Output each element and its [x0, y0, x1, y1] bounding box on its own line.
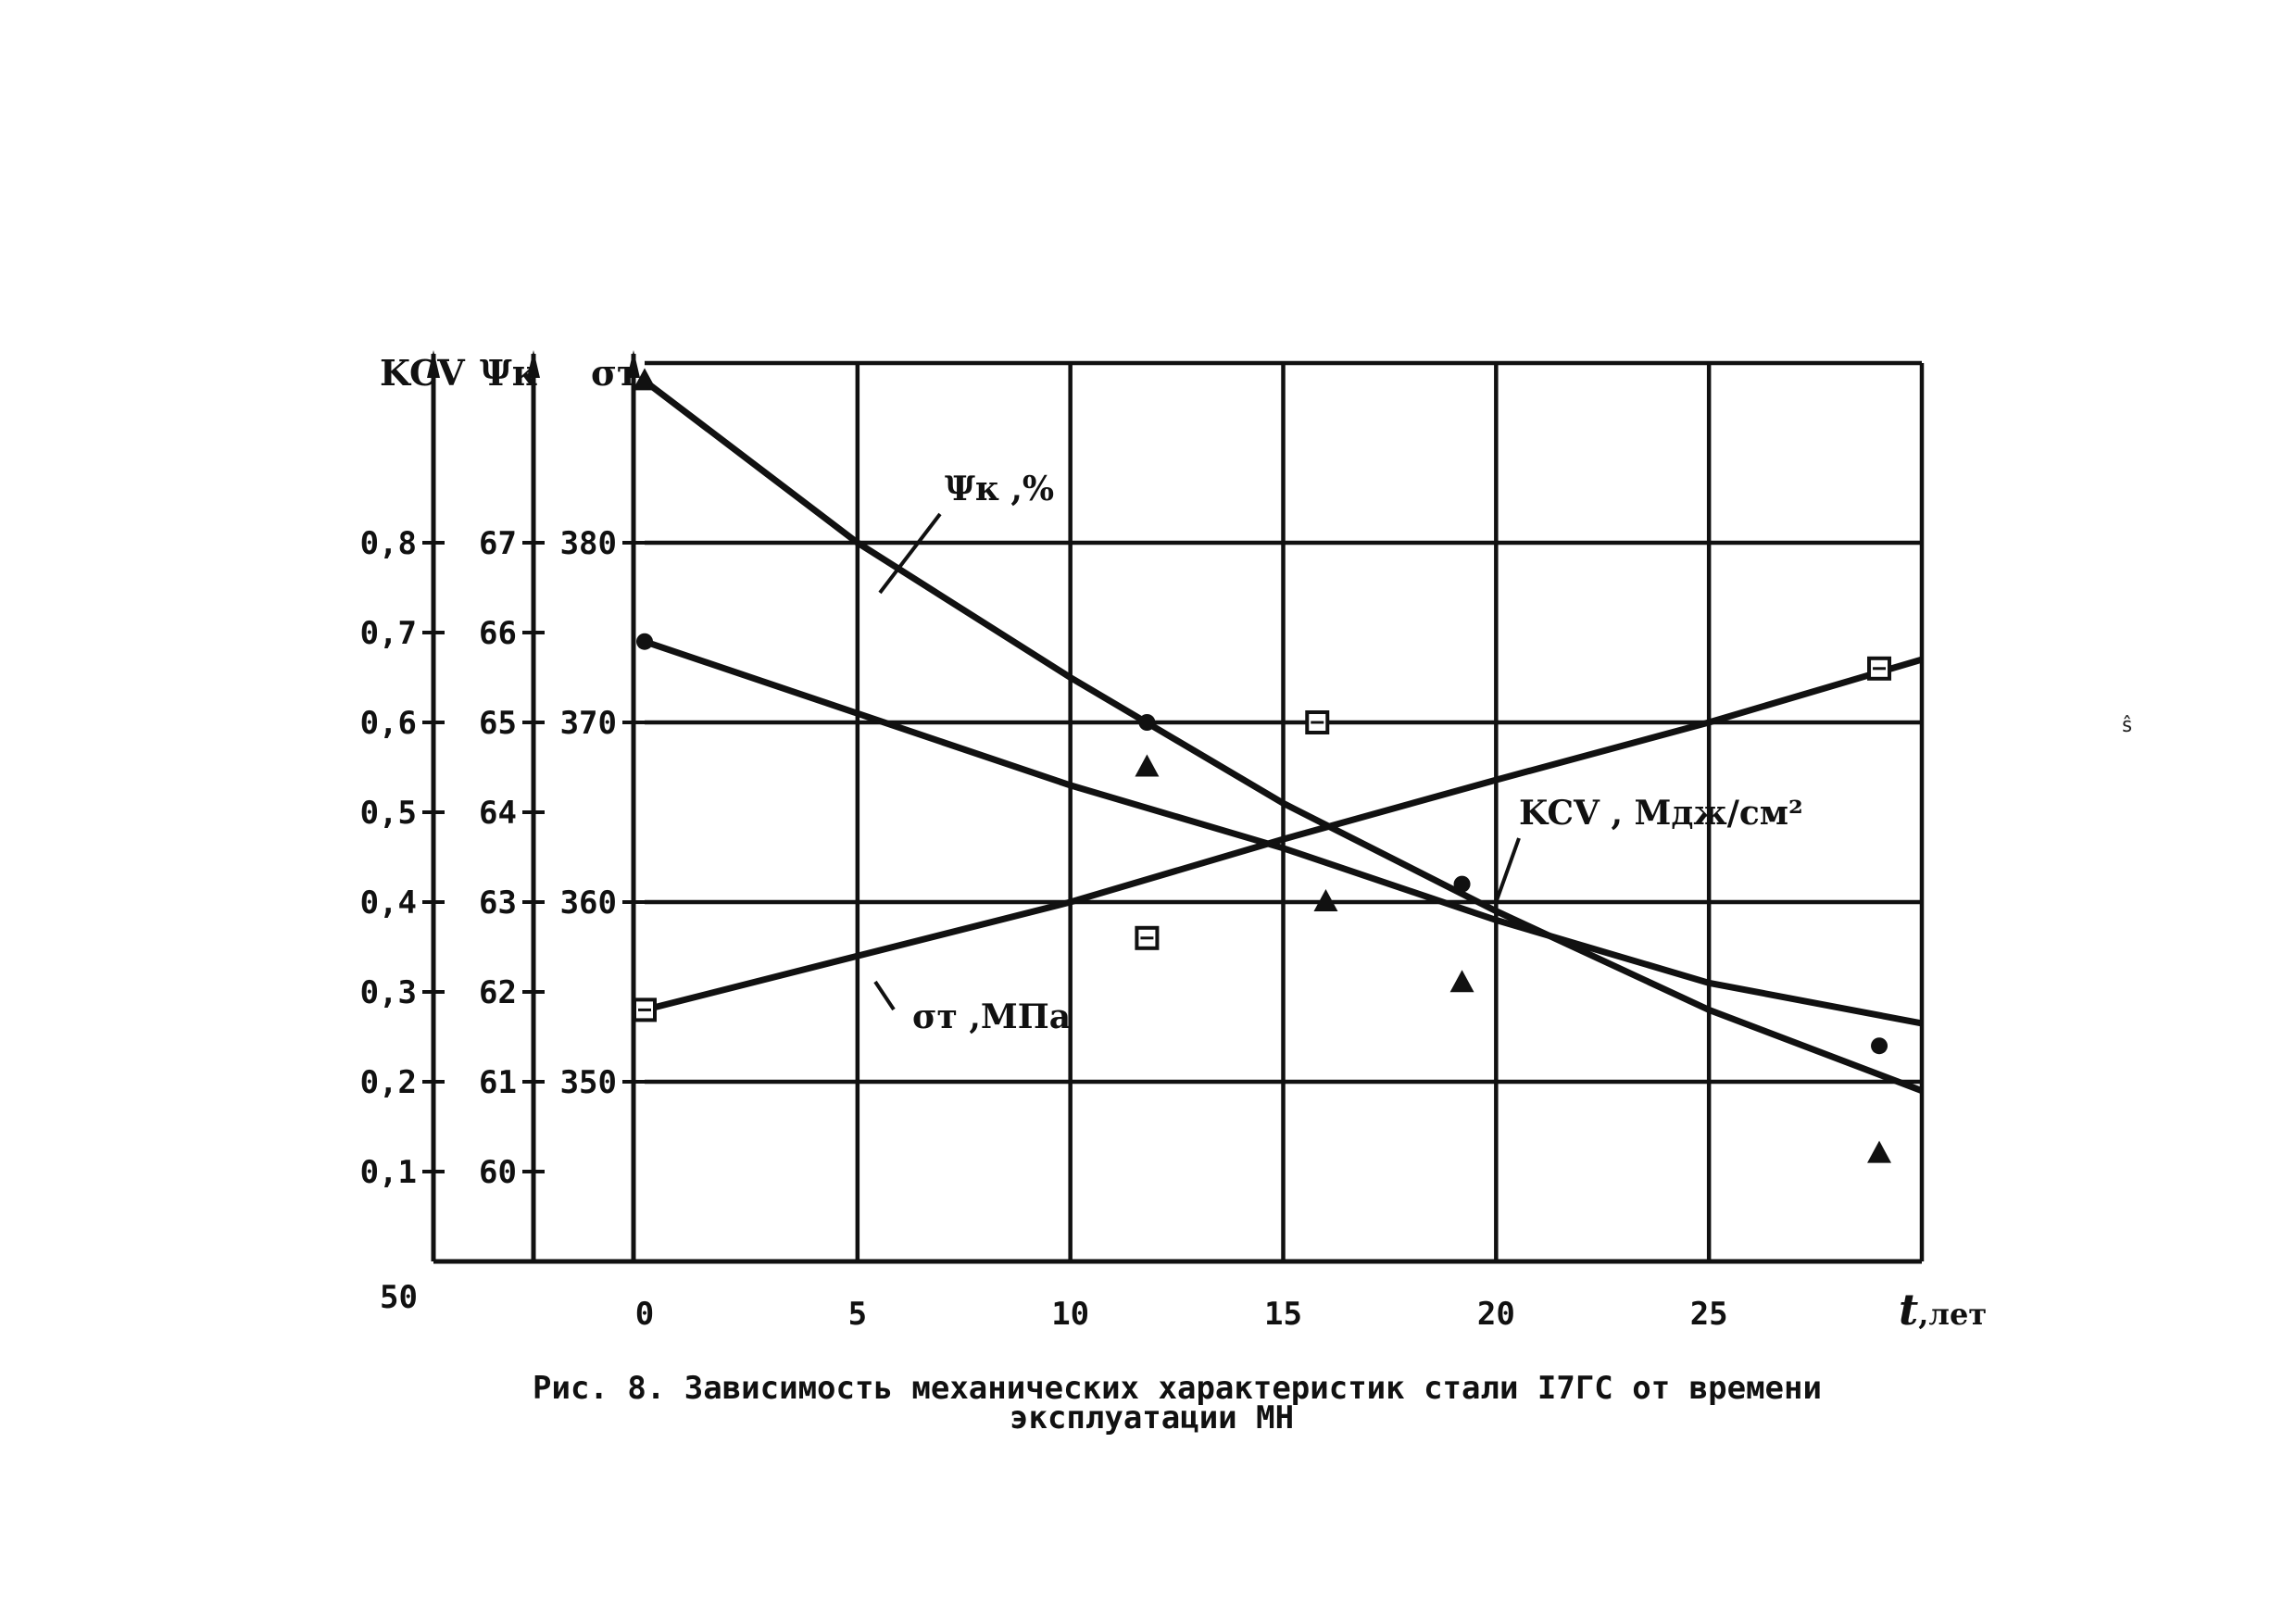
leader-line-sigma — [873, 980, 896, 1011]
kcv-tick-label: 0,2 — [360, 1064, 417, 1101]
kcv-tick-label: 0,7 — [360, 615, 417, 652]
psi-axis-arrow — [527, 350, 540, 378]
psi-axis-title: Ψк — [480, 352, 537, 394]
psi-tick-label: 61 — [479, 1064, 517, 1101]
data-point-circle — [1453, 875, 1471, 893]
kcv-axis-arrow — [427, 350, 440, 378]
psi-tick-label: 64 — [479, 795, 517, 832]
sigma-tick-label: 350 — [560, 1064, 617, 1101]
series-line-psi — [642, 378, 1924, 1094]
kcv-axis-title: KCV — [380, 352, 466, 394]
x-tick-label: 15 — [1264, 1296, 1302, 1333]
x-tick-label: 0 — [635, 1296, 654, 1333]
psi-tick-label: 60 — [479, 1154, 517, 1191]
data-point-circle — [636, 633, 653, 650]
x-tick-label: 10 — [1051, 1296, 1089, 1333]
x-tick-label: 20 — [1477, 1296, 1515, 1333]
series-label-psi: Ψк ,% — [945, 470, 1054, 508]
data-point-triangle — [1313, 889, 1338, 911]
caption-line-2: эксплуатации МН — [1010, 1399, 1294, 1436]
psi-tick-label: 65 — [479, 705, 517, 742]
psi-tick-label: 66 — [479, 615, 517, 652]
data-point-triangle — [1867, 1140, 1892, 1163]
caption-line-1: Рис. 8. Зависимость механических характе… — [533, 1370, 1822, 1407]
x-tick-label: 5 — [848, 1296, 867, 1333]
sigma-tick-label: 370 — [560, 705, 617, 742]
leader-line-kcv — [1494, 837, 1521, 904]
kcv-tick-label: 0,5 — [360, 795, 417, 832]
axes — [422, 350, 645, 1261]
labels: KCV 0,1 0,2 0,3 0,4 0,5 0,6 0,7 0,8 Ψк 60 61 62 63 64 6… — [360, 352, 1988, 1335]
kcv-tick-label: 0,6 — [360, 705, 417, 742]
psi-tick-label: 63 — [479, 884, 517, 922]
data-point-triangle — [1449, 970, 1474, 993]
sigma-axis-title: σт — [591, 352, 639, 394]
sigma-tick-label: 380 — [560, 525, 617, 562]
series-line-kcv — [643, 638, 1923, 1027]
kcv-tick-label: 0,1 — [360, 1154, 417, 1191]
data-point-triangle — [633, 368, 657, 391]
kcv-tick-label: 0,8 — [360, 525, 417, 562]
series-line-sigma — [644, 656, 1923, 1013]
series-label-sigma: σт ,МПа — [912, 997, 1071, 1036]
leader-line-psi — [878, 512, 942, 595]
series-group — [633, 368, 1924, 1163]
psi-tick-label: 67 — [479, 525, 517, 562]
x-tick-label: 25 — [1690, 1296, 1728, 1333]
x-axis-title: t,лет — [1899, 1285, 1987, 1335]
data-point-triangle — [1135, 754, 1160, 777]
kcv-tick-label: 0,4 — [360, 884, 417, 922]
sigma-axis-arrow — [627, 350, 640, 378]
psi-tick-label: 62 — [479, 974, 517, 1011]
series-label-kcv: KCV , Мдж/см² — [1519, 794, 1803, 833]
side-mark: ŝ — [2121, 714, 2133, 737]
data-point-circle — [1871, 1037, 1888, 1055]
origin-label: 50 — [380, 1279, 418, 1316]
sigma-tick-label: 360 — [560, 884, 617, 922]
data-point-circle — [1138, 714, 1156, 731]
kcv-tick-label: 0,3 — [360, 974, 417, 1011]
